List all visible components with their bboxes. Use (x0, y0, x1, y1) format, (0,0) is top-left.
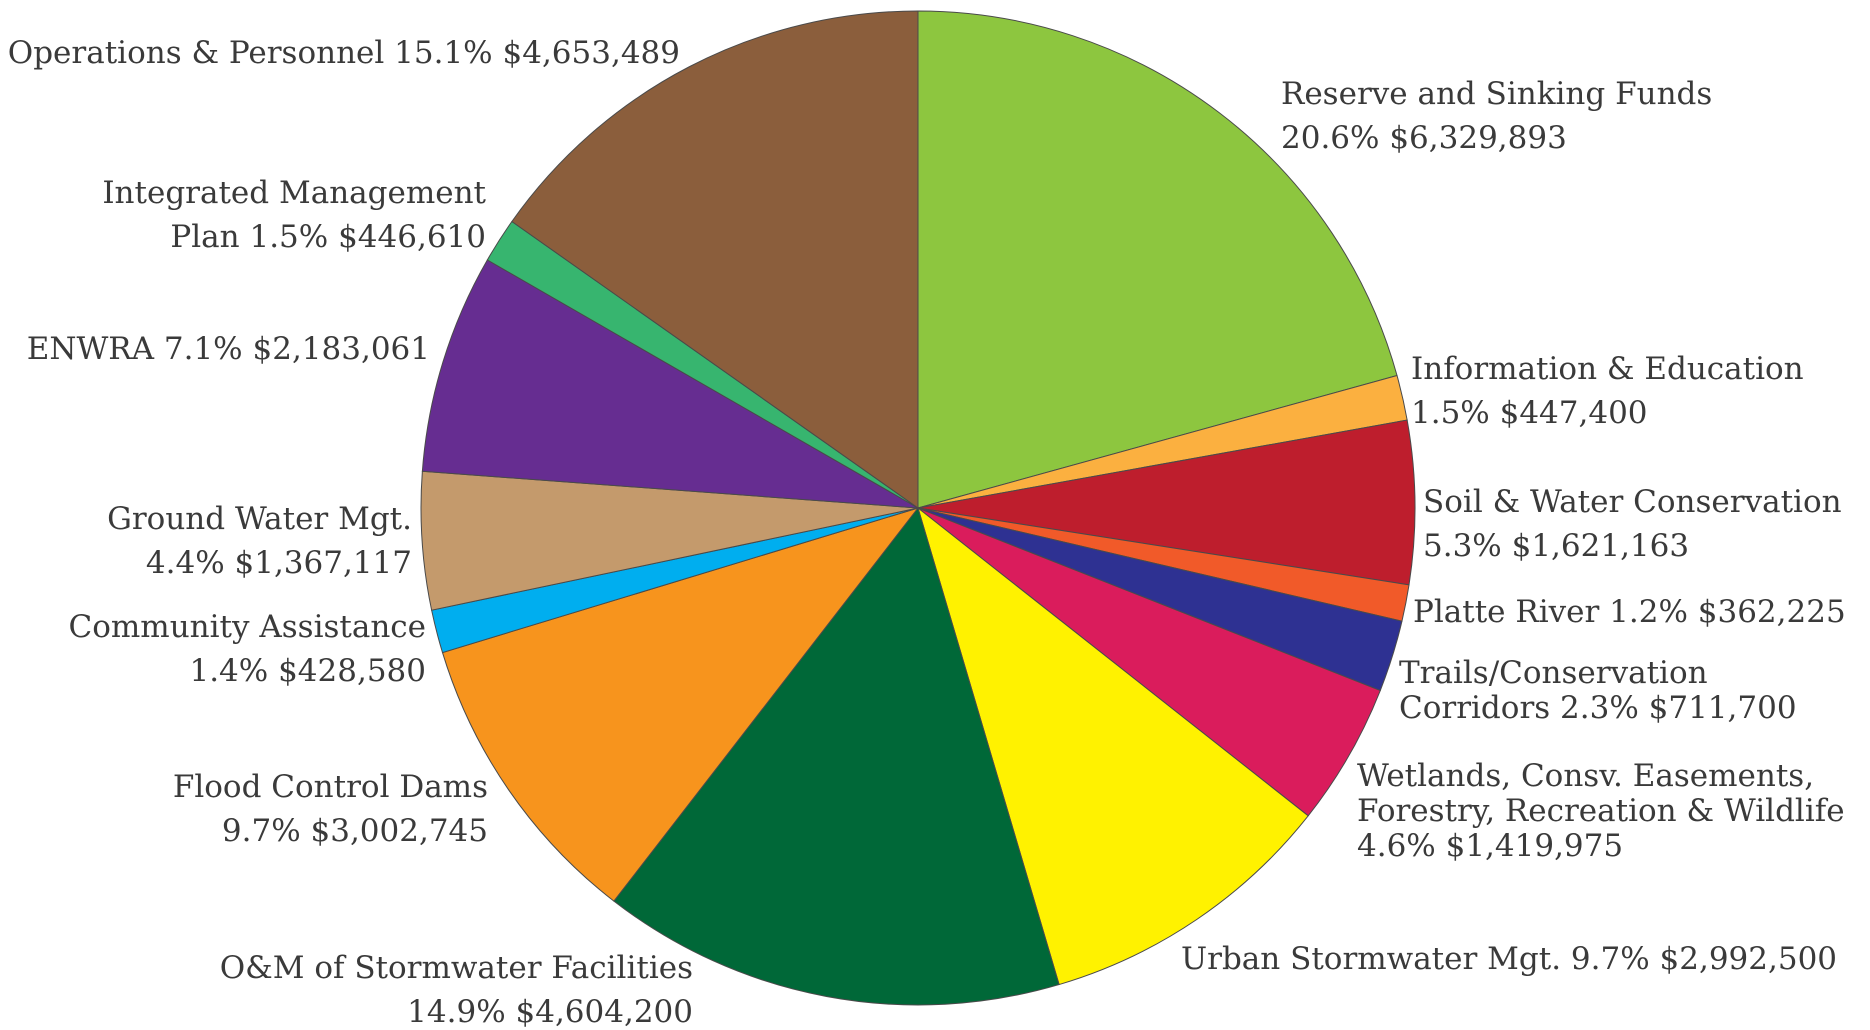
slice-label-line: Corridors 2.3% $711,700 (1399, 690, 1797, 726)
slice-label-line: Urban Stormwater Mgt. 9.7% $2,992,500 (1181, 941, 1837, 977)
slice-label: Urban Stormwater Mgt. 9.7% $2,992,500 (1181, 941, 1837, 977)
slice-label: O&M of Stormwater Facilities 14.9% $4,604… (220, 950, 693, 1030)
pie-slice (511, 10, 919, 509)
slice-label-line: 20.6% $6,329,893 (1281, 120, 1567, 156)
slice-label: Reserve and Sinking Funds 20.6% $6,329,89… (1281, 76, 1712, 156)
slice-label-line: O&M of Stormwater Facilities (220, 950, 693, 986)
slice-label-line: 1.4% $428,580 (189, 653, 426, 689)
slice-label-line: 5.3% $1,621,163 (1423, 528, 1689, 564)
slice-label-line: Wetlands, Consv. Easements, (1357, 758, 1814, 794)
slice-label-line: Community Assistance (69, 609, 426, 645)
slice-label-line: 9.7% $3,002,745 (222, 813, 488, 849)
slice-label-line: Soil & Water Conservation (1423, 484, 1842, 520)
pie-slice (917, 506, 1309, 986)
pie-slice (613, 506, 1060, 1006)
pie-slice (917, 419, 1416, 586)
slice-label-line: Information & Education (1411, 351, 1804, 387)
slice-label-line: Forestry, Recreation & Wildlife (1357, 793, 1845, 829)
slice-label-line: Operations & Personnel 15.1% $4,653,489 (8, 35, 680, 71)
slice-label-line: Integrated Management (102, 175, 486, 211)
pie-slice (917, 10, 1398, 509)
slice-label-line: Flood Control Dams (173, 769, 488, 805)
pie-labels: Reserve and Sinking Funds 20.6% $6,329,89… (8, 35, 1846, 1030)
slice-label: Soil & Water Conservation 5.3% $1,621,163 (1423, 484, 1842, 564)
slice-label-line: 4.4% $1,367,117 (146, 545, 412, 581)
slice-label-line: Reserve and Sinking Funds (1281, 76, 1712, 112)
slice-label: Platte River 1.2% $362,225 (1413, 594, 1846, 630)
slice-label-line: 4.6% $1,419,975 (1357, 828, 1623, 864)
slice-label: Wetlands, Consv. Easements,Forestry, Rec… (1357, 758, 1845, 864)
slice-label-line: 1.5% $447,400 (1411, 395, 1648, 431)
slice-label: Flood Control Dams 9.7% $3,002,745 (173, 769, 488, 849)
slice-label: Information & Education 1.5% $447,400 (1411, 351, 1804, 431)
slice-label-line: Plan 1.5% $446,610 (170, 219, 486, 255)
slice-label: Ground Water Mgt. 4.4% $1,367,117 (107, 501, 412, 581)
slice-label-line: Ground Water Mgt. (107, 501, 412, 537)
slice-label-line: 14.9% $4,604,200 (407, 994, 693, 1030)
slice-label-line: ENWRA 7.1% $2,183,061 (27, 331, 430, 367)
slice-label: Community Assistance 1.4% $428,580 (69, 609, 426, 689)
slice-label: ENWRA 7.1% $2,183,061 (27, 331, 430, 367)
pie-slices (420, 10, 1416, 1006)
slice-label: Integrated Management Plan 1.5% $446,610 (102, 175, 486, 255)
pie-slice (421, 259, 919, 509)
slice-label: Operations & Personnel 15.1% $4,653,489 (8, 35, 680, 71)
slice-label-line: Platte River 1.2% $362,225 (1413, 594, 1846, 630)
pie-slice (441, 507, 920, 902)
slice-label-line: Trails/Conservation (1399, 655, 1708, 691)
